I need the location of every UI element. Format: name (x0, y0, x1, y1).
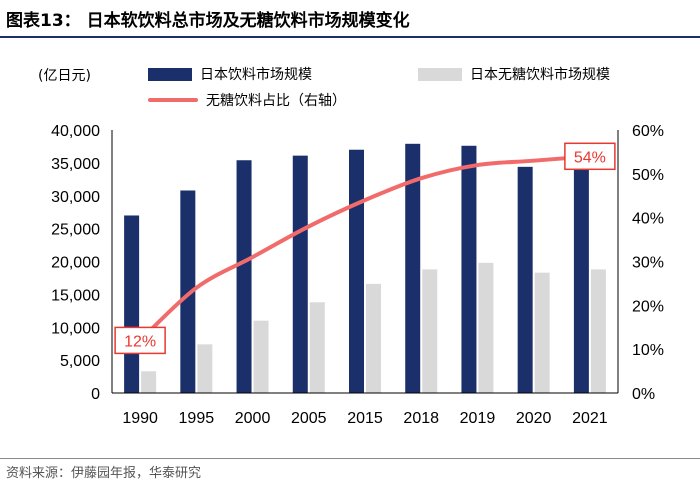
bar-total-market (180, 190, 196, 393)
x-tick-label: 2015 (347, 410, 383, 427)
x-tick-label: 2005 (291, 410, 327, 427)
bar-total-market (405, 143, 421, 393)
title-divider (0, 36, 700, 38)
y-right-tick-label: 10% (632, 342, 664, 359)
legend-swatch-sugarfree (418, 67, 462, 81)
bar-sugarfree-market (422, 269, 438, 393)
source-divider (0, 458, 700, 459)
y-right-tick-label: 40% (632, 211, 664, 228)
bar-total-market (517, 166, 533, 393)
annotation-label: 54% (574, 149, 606, 166)
bar-sugarfree-market (590, 269, 606, 393)
bar-sugarfree-market (197, 344, 213, 393)
y-left-tick-label: 5,000 (60, 353, 100, 370)
bar-sugarfree-market (253, 320, 269, 393)
legend-swatch-share (148, 98, 198, 102)
annotation-box (114, 326, 166, 355)
y-left-tick-label: 25,000 (51, 222, 100, 239)
y-left-tick-label: 0 (91, 386, 100, 403)
chart-title: 图表13： 日本软饮料总市场及无糖饮料市场规模变化 (6, 11, 410, 31)
bar-total-market (236, 160, 252, 393)
x-tick-label: 1990 (122, 410, 158, 427)
bar-sugarfree-market (141, 371, 157, 393)
y-left-tick-label: 10,000 (51, 320, 100, 337)
y-left-tick-label: 30,000 (51, 189, 100, 206)
bar-total-market (461, 145, 477, 393)
legend-swatch-total (148, 67, 192, 81)
bar-sugarfree-market (366, 283, 381, 393)
bar-total-market (292, 155, 308, 393)
legend-label-share: 无糖饮料占比（右轴） (206, 93, 346, 109)
legend-item-share: 无糖饮料占比（右轴） (148, 90, 346, 110)
y-right-tick-label: 30% (632, 255, 664, 272)
source-note: 资料来源：伊藤园年报，华泰研究 (6, 466, 202, 481)
x-tick-label: 1995 (179, 410, 215, 427)
bar-total-market (349, 149, 364, 393)
title-bar: 图表13： 日本软饮料总市场及无糖饮料市场规模变化 (0, 0, 700, 38)
x-tick-label: 2018 (403, 410, 439, 427)
y-right-tick-label: 50% (632, 167, 664, 184)
legend-item-total: 日本饮料市场规模 (148, 64, 312, 84)
y-right-tick-label: 60% (632, 123, 664, 140)
legend-item-sugarfree: 日本无糖饮料市场规模 (418, 64, 610, 84)
y-right-tick-label: 0% (632, 386, 655, 403)
y-left-tick-label: 15,000 (51, 287, 100, 304)
x-tick-label: 2021 (572, 410, 608, 427)
y-axis-unit-label: (亿日元) (38, 68, 91, 84)
x-tick-label: 2019 (460, 410, 496, 427)
x-tick-label: 2020 (516, 410, 552, 427)
bar-total-market (124, 215, 140, 393)
bar-sugarfree-market (534, 272, 550, 393)
share-line (138, 154, 592, 343)
y-left-tick-label: 20,000 (51, 255, 100, 272)
y-right-tick-label: 20% (632, 298, 664, 315)
legend-label-sugarfree: 日本无糖饮料市场规模 (470, 67, 610, 83)
bar-sugarfree-market (478, 262, 494, 393)
y-left-tick-label: 35,000 (51, 156, 100, 173)
annotation-label: 12% (124, 333, 156, 350)
annotation-box (564, 142, 616, 171)
x-tick-label: 2000 (235, 410, 271, 427)
bar-sugarfree-market (309, 302, 325, 393)
bar-total-market (573, 164, 589, 393)
y-left-tick-label: 40,000 (51, 123, 100, 140)
legend-label-total: 日本饮料市场规模 (200, 67, 312, 83)
